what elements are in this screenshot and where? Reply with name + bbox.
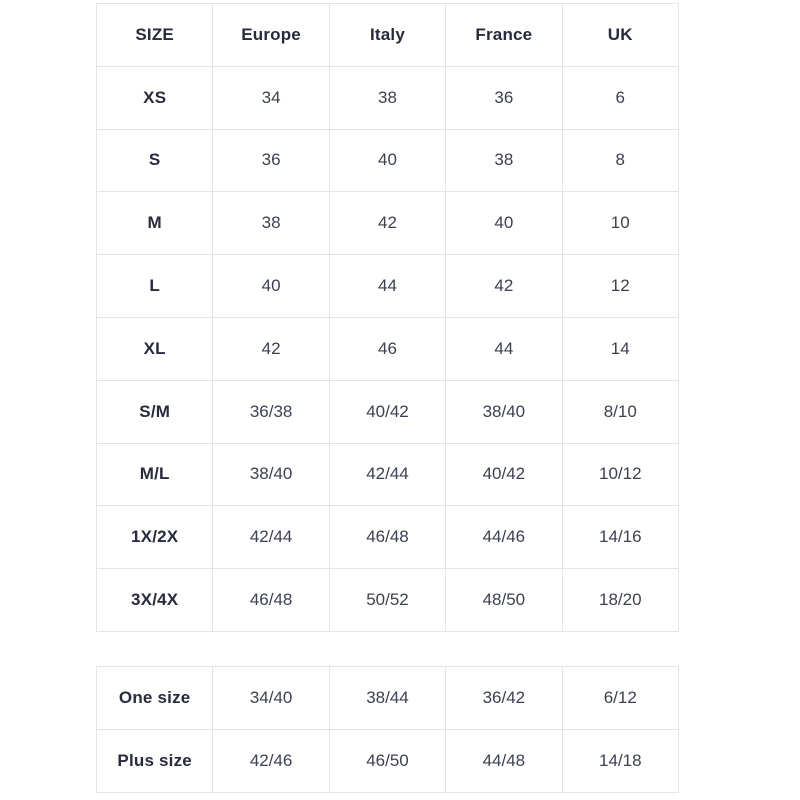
cell-italy: 46 xyxy=(328,316,447,381)
cell-france: 44/46 xyxy=(445,505,563,570)
cell-uk: 18/20 xyxy=(561,568,679,632)
row-label: 1X/2X xyxy=(95,505,214,570)
row-label: 3X/4X xyxy=(95,568,214,632)
row-label: One size xyxy=(95,666,214,730)
cell-europe: 34/40 xyxy=(212,666,330,730)
cell-italy: 42 xyxy=(328,191,447,256)
generic-size-table: One size 34/40 38/44 36/42 6/12 Plus siz… xyxy=(95,666,679,793)
cell-uk: 6/12 xyxy=(561,666,679,730)
table-row: XS 34 38 36 6 xyxy=(95,65,679,130)
size-conversion-table: SIZE Europe Italy France UK XS 34 38 36 … xyxy=(95,3,679,632)
cell-uk: 8/10 xyxy=(561,379,679,444)
table-body: XS 34 38 36 6 S 36 40 38 8 M 38 42 40 10 xyxy=(95,65,679,632)
cell-uk: 12 xyxy=(561,254,679,318)
cell-france: 42 xyxy=(445,254,563,318)
row-label: L xyxy=(95,254,214,318)
table-row: Plus size 42/46 46/50 44/48 14/18 xyxy=(95,728,679,793)
table-row: One size 34/40 38/44 36/42 6/12 xyxy=(95,666,679,730)
cell-france: 36/42 xyxy=(445,666,563,730)
cell-uk: 14/16 xyxy=(561,505,679,570)
cell-france: 48/50 xyxy=(445,568,563,632)
cell-europe: 42 xyxy=(212,316,330,381)
cell-europe: 34 xyxy=(212,65,330,130)
cell-italy: 40 xyxy=(328,128,447,193)
table-row: S 36 40 38 8 xyxy=(95,128,679,193)
cell-uk: 10/12 xyxy=(561,442,679,507)
table-row: 1X/2X 42/44 46/48 44/46 14/16 xyxy=(95,505,679,570)
table-header: SIZE Europe Italy France UK xyxy=(95,3,679,67)
cell-europe: 36/38 xyxy=(212,379,330,444)
cell-italy: 46/50 xyxy=(328,728,447,793)
cell-italy: 50/52 xyxy=(328,568,447,632)
table-row: S/M 36/38 40/42 38/40 8/10 xyxy=(95,379,679,444)
row-label: XS xyxy=(95,65,214,130)
column-header-europe: Europe xyxy=(212,3,330,67)
cell-uk: 14/18 xyxy=(561,728,679,793)
table-body: One size 34/40 38/44 36/42 6/12 Plus siz… xyxy=(95,666,679,793)
table-row: M/L 38/40 42/44 40/42 10/12 xyxy=(95,442,679,507)
cell-france: 38/40 xyxy=(445,379,563,444)
column-header-size: SIZE xyxy=(95,3,214,67)
cell-france: 44/48 xyxy=(445,728,563,793)
cell-france: 36 xyxy=(445,65,563,130)
row-label: Plus size xyxy=(95,728,214,793)
cell-uk: 6 xyxy=(561,65,679,130)
cell-europe: 42/46 xyxy=(212,728,330,793)
row-label: M/L xyxy=(95,442,214,507)
column-header-france: France xyxy=(445,3,563,67)
cell-italy: 42/44 xyxy=(328,442,447,507)
table-row: XL 42 46 44 14 xyxy=(95,316,679,381)
cell-uk: 8 xyxy=(561,128,679,193)
cell-italy: 38 xyxy=(328,65,447,130)
table-row: L 40 44 42 12 xyxy=(95,254,679,318)
cell-italy: 46/48 xyxy=(328,505,447,570)
cell-europe: 38 xyxy=(212,191,330,256)
header-row: SIZE Europe Italy France UK xyxy=(95,3,679,67)
row-label: S/M xyxy=(95,379,214,444)
cell-france: 40/42 xyxy=(445,442,563,507)
cell-italy: 44 xyxy=(328,254,447,318)
row-label: XL xyxy=(95,316,214,381)
cell-france: 38 xyxy=(445,128,563,193)
table-row: 3X/4X 46/48 50/52 48/50 18/20 xyxy=(95,568,679,632)
table-row: M 38 42 40 10 xyxy=(95,191,679,256)
cell-europe: 36 xyxy=(212,128,330,193)
column-header-uk: UK xyxy=(561,3,679,67)
row-label: M xyxy=(95,191,214,256)
cell-italy: 40/42 xyxy=(328,379,447,444)
cell-uk: 14 xyxy=(561,316,679,381)
cell-france: 40 xyxy=(445,191,563,256)
cell-france: 44 xyxy=(445,316,563,381)
cell-europe: 42/44 xyxy=(212,505,330,570)
cell-europe: 38/40 xyxy=(212,442,330,507)
row-label: S xyxy=(95,128,214,193)
cell-europe: 40 xyxy=(212,254,330,318)
cell-italy: 38/44 xyxy=(328,666,447,730)
cell-uk: 10 xyxy=(561,191,679,256)
cell-europe: 46/48 xyxy=(212,568,330,632)
column-header-italy: Italy xyxy=(328,3,447,67)
